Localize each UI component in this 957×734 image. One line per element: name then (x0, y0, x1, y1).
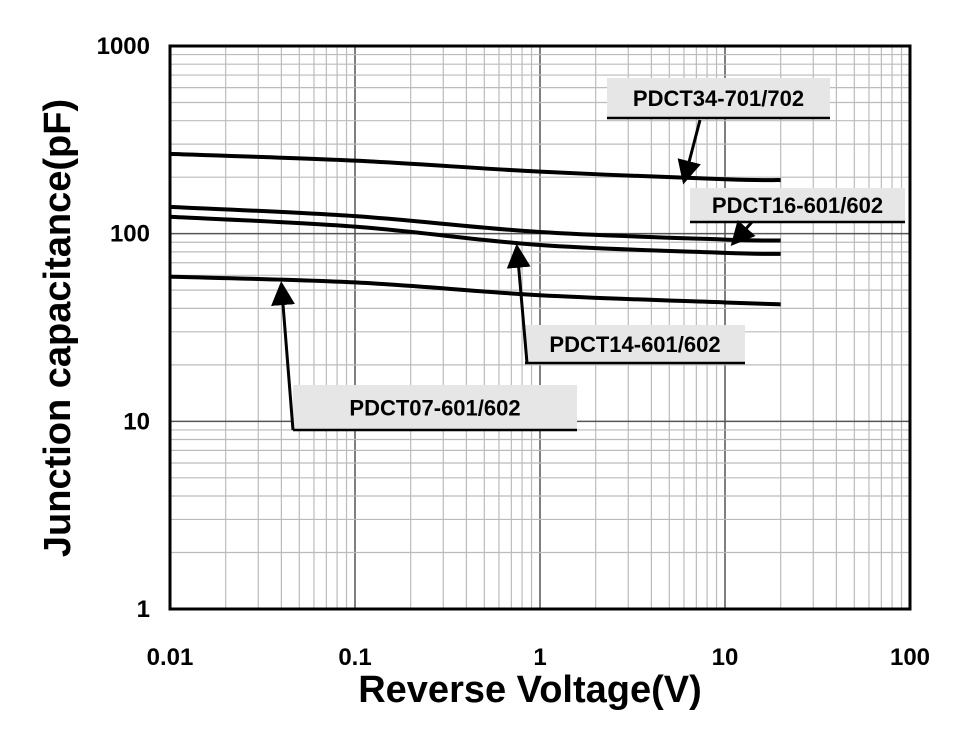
annotation-box (607, 78, 830, 118)
y-axis-label: Junction capacitance(pF) (37, 99, 79, 557)
y-tick-label: 100 (110, 221, 150, 248)
y-tick-label: 1 (137, 596, 150, 623)
x-tick-label: 0.1 (338, 644, 371, 671)
annotations: PDCT34-701/702 PDCT16-601/602 PDCT14-601/6… (271, 78, 905, 432)
annotation-pdct16-601/602: PDCT16-601/602 (690, 188, 905, 246)
annotation-pdct14-601/602: PDCT14-601/602 (506, 243, 745, 365)
x-tick-label: 0.01 (147, 644, 194, 671)
series-line-pdct34-701/702 (169, 151, 781, 183)
x-tick-labels: 0.01 0.1 1 10 100 (147, 644, 930, 671)
x-axis-label: Reverse Voltage(V) (358, 669, 702, 711)
annotation-pdct34-701/702: PDCT34-701/702 (607, 78, 830, 185)
annotation-box (525, 325, 745, 363)
annotation-arrow (730, 220, 756, 246)
annotation-arrow (271, 281, 296, 431)
y-tick-label: 1000 (97, 33, 150, 60)
annotation-pdct07-601/602: PDCT07-601/602 (271, 281, 577, 432)
annotation-label: PDCT14-601/602 (549, 332, 720, 357)
grid (169, 46, 910, 610)
y-tick-label: 10 (123, 408, 150, 435)
series-line-pdct07-601/602 (169, 274, 781, 307)
annotation-arrow (677, 119, 702, 185)
annotation-label: PDCT07-601/602 (349, 396, 520, 421)
annotation-arrow (506, 243, 531, 364)
series-line-pdct16-601/602 (169, 204, 781, 243)
annotation-box (690, 188, 905, 222)
x-tick-label: 100 (890, 644, 930, 671)
series-line-pdct14-601/602 (169, 214, 781, 256)
annotation-label: PDCT34-701/702 (633, 86, 804, 111)
annotation-box (293, 385, 577, 430)
plot-frame (168, 44, 912, 611)
annotation-label: PDCT16-601/602 (712, 193, 883, 218)
x-tick-label: 10 (712, 644, 739, 671)
series-lines (169, 151, 781, 307)
x-tick-label: 1 (533, 644, 546, 671)
y-tick-labels: 1 10 100 1000 (97, 33, 150, 623)
